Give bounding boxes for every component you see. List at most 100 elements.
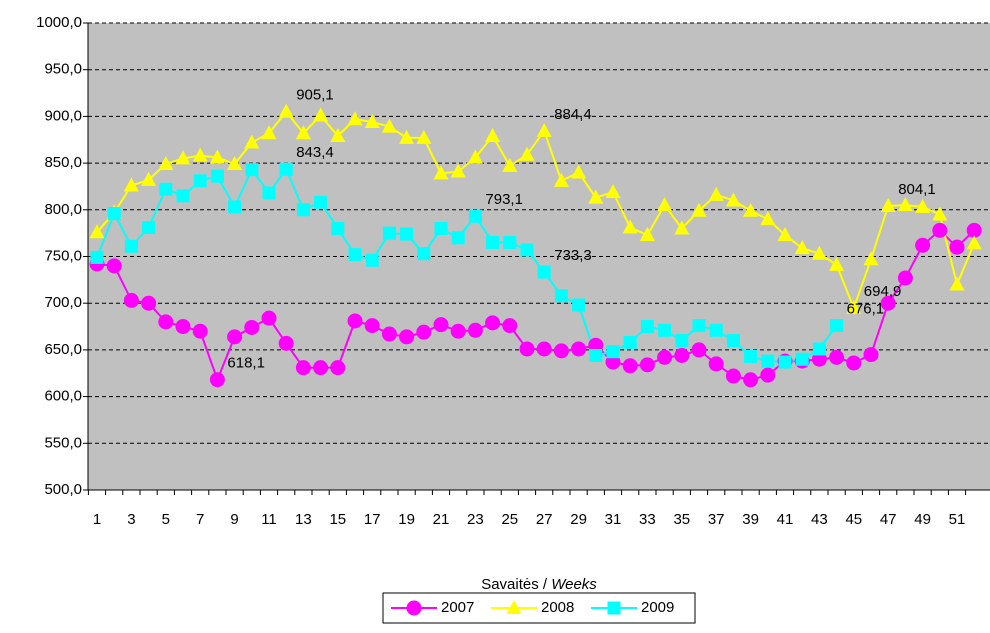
point — [588, 337, 604, 353]
point — [433, 165, 449, 180]
point — [553, 343, 569, 359]
point — [553, 172, 569, 187]
point — [605, 184, 621, 199]
point — [209, 149, 225, 164]
point — [506, 600, 522, 614]
series-line — [96, 110, 976, 311]
point — [829, 256, 845, 271]
point — [245, 163, 259, 177]
x-tick-label: 15 — [329, 511, 346, 528]
point — [571, 164, 587, 179]
point — [778, 355, 792, 369]
y-tick-label: 500,0 — [44, 481, 82, 498]
x-tick-label: 19 — [398, 511, 415, 528]
point — [657, 197, 673, 212]
x-tick-label: 47 — [880, 511, 897, 528]
point — [725, 368, 741, 384]
data-label: 694,9 — [864, 283, 902, 300]
point — [605, 354, 621, 370]
point — [966, 235, 982, 250]
point — [451, 231, 465, 245]
data-label: 618,1 — [227, 355, 265, 372]
data-label: 843,4 — [296, 144, 334, 161]
point — [932, 206, 948, 221]
x-tick-label: 43 — [811, 511, 828, 528]
point — [365, 253, 379, 267]
x-tick-label: 51 — [949, 511, 966, 528]
point — [89, 224, 105, 239]
x-tick-label: 31 — [605, 511, 622, 528]
point — [760, 211, 776, 226]
y-tick-label: 1000,0 — [36, 14, 82, 31]
point — [123, 177, 139, 192]
point — [691, 342, 707, 358]
point — [107, 207, 121, 221]
point — [692, 319, 706, 333]
x-tick-label: 13 — [295, 511, 312, 528]
point — [761, 354, 775, 368]
y-tick-label: 700,0 — [44, 294, 82, 311]
point — [142, 221, 156, 235]
point — [485, 128, 501, 143]
point — [623, 335, 637, 349]
point — [192, 147, 208, 162]
y-tick-label: 750,0 — [44, 247, 82, 264]
point — [364, 318, 380, 334]
x-tick-label: 49 — [914, 511, 931, 528]
point — [382, 226, 396, 240]
point — [279, 162, 293, 176]
point — [915, 237, 931, 253]
point — [536, 341, 552, 357]
point — [141, 295, 157, 311]
point — [622, 358, 638, 374]
point — [880, 197, 896, 212]
point — [709, 323, 723, 337]
point — [347, 313, 363, 329]
legend-label: 2007 — [441, 599, 474, 616]
data-label: 804,1 — [898, 181, 936, 198]
point — [537, 265, 551, 279]
y-tick-label: 600,0 — [44, 388, 82, 405]
x-tick-label: 7 — [196, 511, 204, 528]
point — [348, 248, 362, 262]
point — [811, 351, 827, 367]
point — [607, 601, 621, 615]
point — [572, 298, 586, 312]
point — [364, 114, 380, 129]
point — [467, 322, 483, 338]
point — [743, 202, 759, 217]
point — [90, 250, 104, 264]
point — [846, 299, 862, 314]
point — [158, 156, 174, 171]
point — [897, 270, 913, 286]
point — [830, 319, 844, 333]
point — [675, 334, 689, 348]
point — [639, 227, 655, 242]
point — [588, 189, 604, 204]
point — [228, 200, 242, 214]
point — [227, 156, 243, 171]
point — [106, 258, 122, 274]
point — [658, 323, 672, 337]
y-tick-label: 950,0 — [44, 61, 82, 78]
point — [399, 129, 415, 144]
point — [159, 182, 173, 196]
x-tick-label: 21 — [433, 511, 450, 528]
point — [381, 118, 397, 133]
x-axis-title: Savaitės / Weeks — [481, 576, 597, 593]
point — [192, 323, 208, 339]
x-tick-label: 3 — [127, 511, 135, 528]
point — [330, 360, 346, 376]
point — [622, 219, 638, 234]
x-tick-label: 33 — [639, 511, 656, 528]
point — [175, 319, 191, 335]
x-tick-label: 45 — [845, 511, 862, 528]
point — [486, 235, 500, 249]
point — [347, 111, 363, 126]
point — [744, 349, 758, 363]
point — [295, 360, 311, 376]
x-tick-label: 11 — [261, 511, 277, 528]
point — [554, 289, 568, 303]
point — [209, 372, 225, 388]
point — [468, 209, 482, 223]
